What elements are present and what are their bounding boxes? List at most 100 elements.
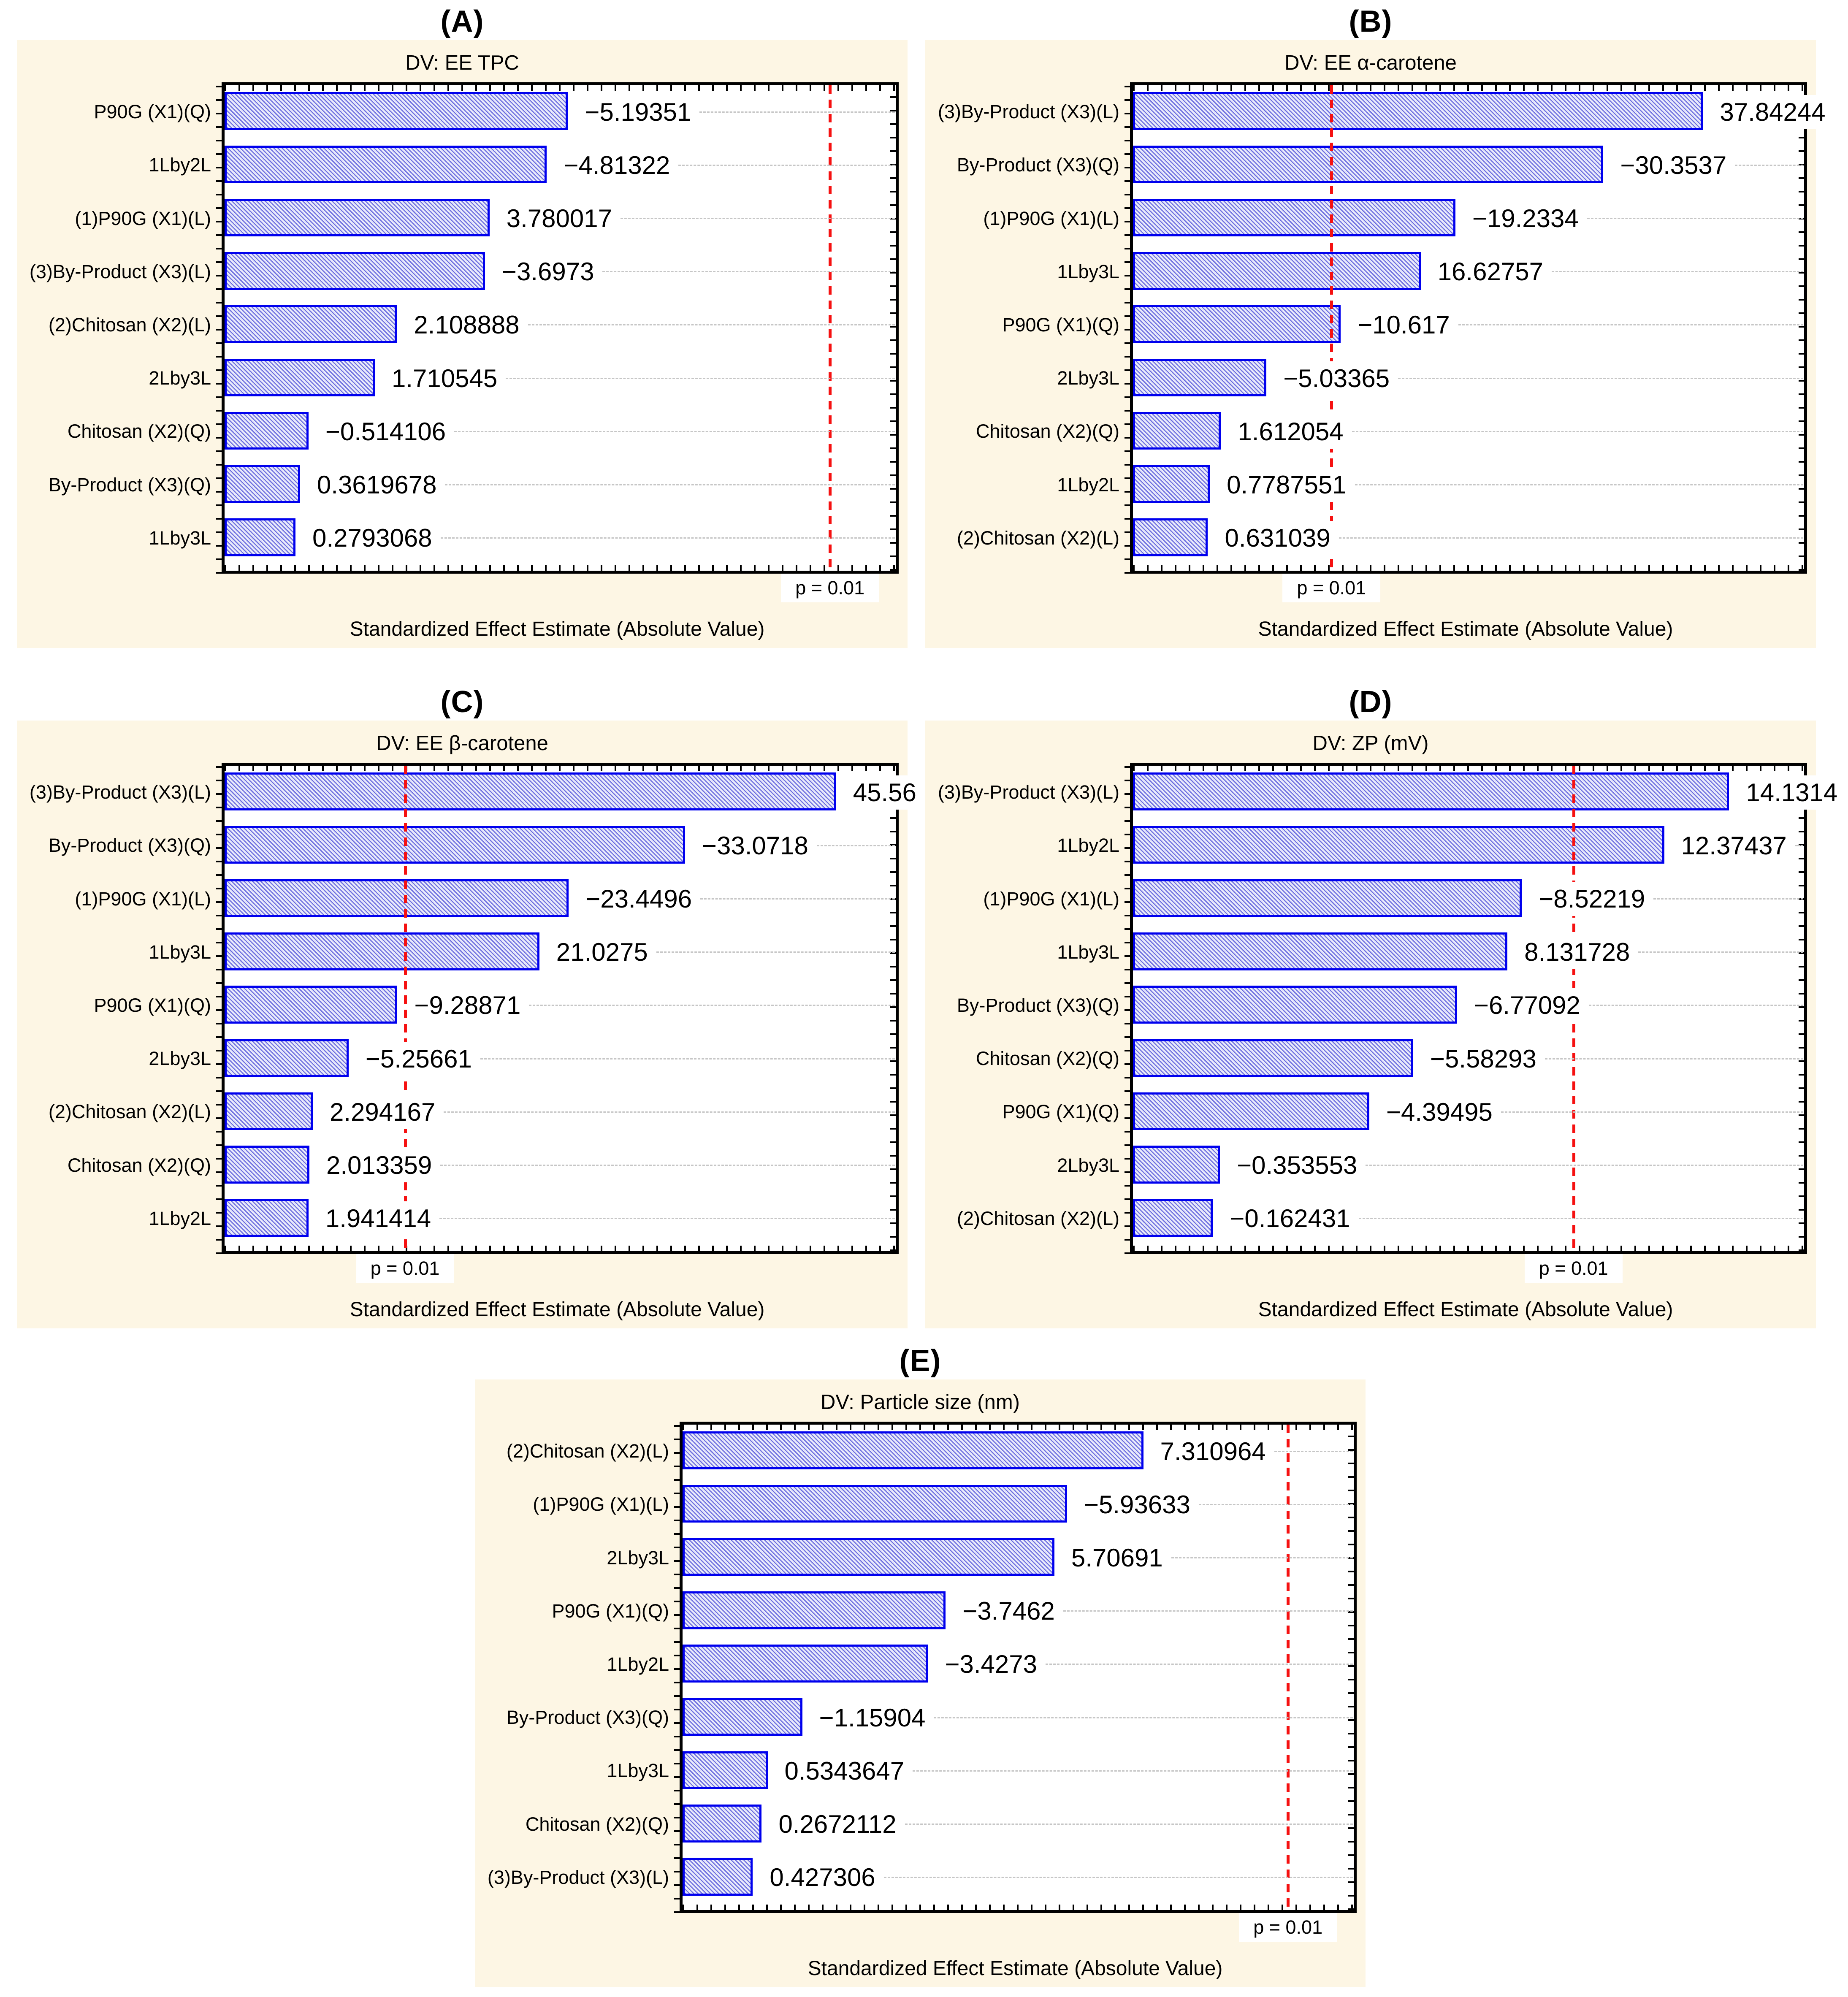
panel-letter: (C): [440, 685, 484, 719]
row-gridline: [1653, 898, 1803, 900]
value-line: 2.294167: [324, 1085, 895, 1138]
bar-row: 12.37437: [1133, 819, 1804, 872]
bar-row: −30.3537: [1133, 138, 1804, 192]
value-line: 1.710545: [385, 352, 895, 405]
row-gridline: [1046, 1664, 1353, 1665]
effect-bar: [225, 932, 539, 970]
panel-background: DV: ZP (mV) (3)By-Product (X3)(L) 1Lby2L…: [925, 721, 1844, 1328]
row-gridline: [1198, 1504, 1353, 1505]
value-line: 2.108888: [408, 298, 895, 352]
effect-bar: [225, 879, 569, 917]
significance-threshold-line: [1287, 1425, 1290, 1910]
bar-row: −5.03365: [1133, 352, 1804, 405]
effect-bar: [683, 1698, 802, 1736]
effect-value-label: −5.03365: [1277, 361, 1396, 396]
category-label: Chitosan (X2)(Q): [67, 1154, 211, 1176]
bar-row: −3.6973: [225, 245, 896, 298]
bar-row: 2.294167: [225, 1085, 896, 1138]
category-axis: P90G (X1)(Q) 1Lby2L (1)P90G (X1)(L) (3)B…: [17, 85, 211, 565]
effect-value-label: −1.15904: [813, 1700, 932, 1735]
effect-bar: [1133, 986, 1457, 1024]
effect-bar: [683, 1645, 928, 1683]
category-label: (2)Chitosan (X2)(L): [506, 1440, 669, 1462]
bar-row: −5.93633: [683, 1478, 1354, 1531]
effect-value-label: 21.0275: [550, 935, 654, 970]
bars-area: 37.84244 −30.3537 −19.2334 16.62757 −10.…: [1133, 85, 1832, 571]
effect-value-label: −8.52219: [1533, 882, 1651, 916]
panel-letter: (B): [1349, 5, 1393, 38]
effect-bar: [225, 412, 309, 450]
plot-frame: 7.310964 −5.93633 5.70691 −3.7462 −3.427…: [674, 1422, 1357, 1913]
effect-bar: [1133, 305, 1341, 343]
bars-area: 45.56 −33.0718 −23.4496 21.0275 −9.28871: [225, 766, 922, 1251]
row-gridline: [1366, 1165, 1803, 1166]
value-line: −5.93633: [1078, 1478, 1353, 1531]
effect-value-label: 0.7787551: [1221, 468, 1352, 502]
bar-row: 0.7787551: [1133, 458, 1804, 512]
effect-bar: [225, 772, 836, 811]
effect-value-label: −9.28871: [408, 988, 527, 1023]
category-label: 1Lby3L: [1057, 260, 1119, 282]
bar-row: 2.108888: [225, 298, 896, 352]
bar-row: −6.77092: [1133, 979, 1804, 1032]
effect-bar: [225, 1199, 309, 1237]
effect-bar: [1133, 198, 1455, 237]
bar-row: −3.7462: [683, 1585, 1354, 1638]
category-label: (1)P90G (X1)(L): [983, 207, 1119, 229]
row-gridline: [480, 1058, 895, 1059]
value-line: 0.631039: [1219, 512, 1803, 565]
effect-value-label: −23.4496: [580, 882, 698, 916]
value-line: −4.81322: [558, 138, 895, 192]
category-label: By-Product (X3)(Q): [48, 474, 211, 496]
effect-bar: [1133, 932, 1508, 970]
category-label: (3)By-Product (X3)(L): [29, 260, 211, 282]
bar-row: −5.58293: [1133, 1032, 1804, 1085]
category-axis: (3)By-Product (X3)(L) 1Lby2L (1)P90G (X1…: [925, 766, 1119, 1245]
panel-background: DV: EE β-carotene (3)By-Product (X3)(L) …: [17, 721, 922, 1328]
p-value-label: p = 0.01: [1524, 1254, 1623, 1283]
bar-row: −5.25661: [225, 1032, 896, 1085]
effect-bar: [1133, 412, 1221, 450]
effect-bar: [683, 1751, 768, 1789]
effect-bar: [1133, 1145, 1220, 1184]
category-label: 1Lby3L: [1057, 941, 1119, 963]
effect-bar: [683, 1858, 753, 1896]
category-label: 1Lby2L: [1057, 474, 1119, 496]
bar-row: −4.81322: [225, 138, 896, 192]
row-gridline: [1339, 537, 1803, 539]
effect-bar: [225, 1092, 313, 1130]
effect-value-label: −5.19351: [579, 95, 697, 129]
effect-value-label: 0.2672112: [772, 1807, 902, 1842]
row-gridline: [1588, 1005, 1803, 1006]
value-line: −6.77092: [1468, 979, 1803, 1032]
row-gridline: [454, 431, 895, 432]
bar-row: 5.70691: [683, 1531, 1354, 1584]
category-label: 1Lby2L: [1057, 835, 1119, 856]
bar-row: 3.780017: [225, 192, 896, 245]
category-label: (3)By-Product (X3)(L): [487, 1866, 669, 1888]
effect-bar: [1133, 772, 1729, 811]
effect-value-label: 37.84244: [1714, 95, 1832, 129]
row-gridline: [1352, 431, 1803, 432]
effect-value-label: 1.941414: [319, 1201, 437, 1236]
category-label: (2)Chitosan (X2)(L): [957, 527, 1119, 549]
bar-row: 37.84244: [1133, 85, 1832, 138]
chart-title: DV: EE β-carotene: [376, 732, 548, 755]
bar-row: −0.514106: [225, 405, 896, 458]
effect-value-label: −30.3537: [1614, 148, 1733, 182]
value-line: 0.427306: [764, 1851, 1353, 1904]
plot-frame: 45.56 −33.0718 −23.4496 21.0275 −9.28871: [216, 763, 922, 1254]
category-label: (1)P90G (X1)(L): [533, 1493, 669, 1515]
category-label: 2Lby3L: [149, 367, 211, 389]
bar-row: 8.131728: [1133, 926, 1804, 979]
row-gridline: [1458, 324, 1803, 326]
value-line: −5.19351: [579, 85, 895, 138]
bar-row: −8.52219: [1133, 872, 1804, 925]
value-line: 0.7787551: [1221, 458, 1803, 512]
category-label: P90G (X1)(Q): [1002, 314, 1119, 336]
effect-bar: [683, 1804, 762, 1843]
bar-row: −33.0718: [225, 819, 896, 872]
row-gridline: [1545, 1058, 1803, 1059]
value-line: −23.4496: [580, 872, 895, 925]
value-line: −3.4273: [939, 1638, 1353, 1691]
